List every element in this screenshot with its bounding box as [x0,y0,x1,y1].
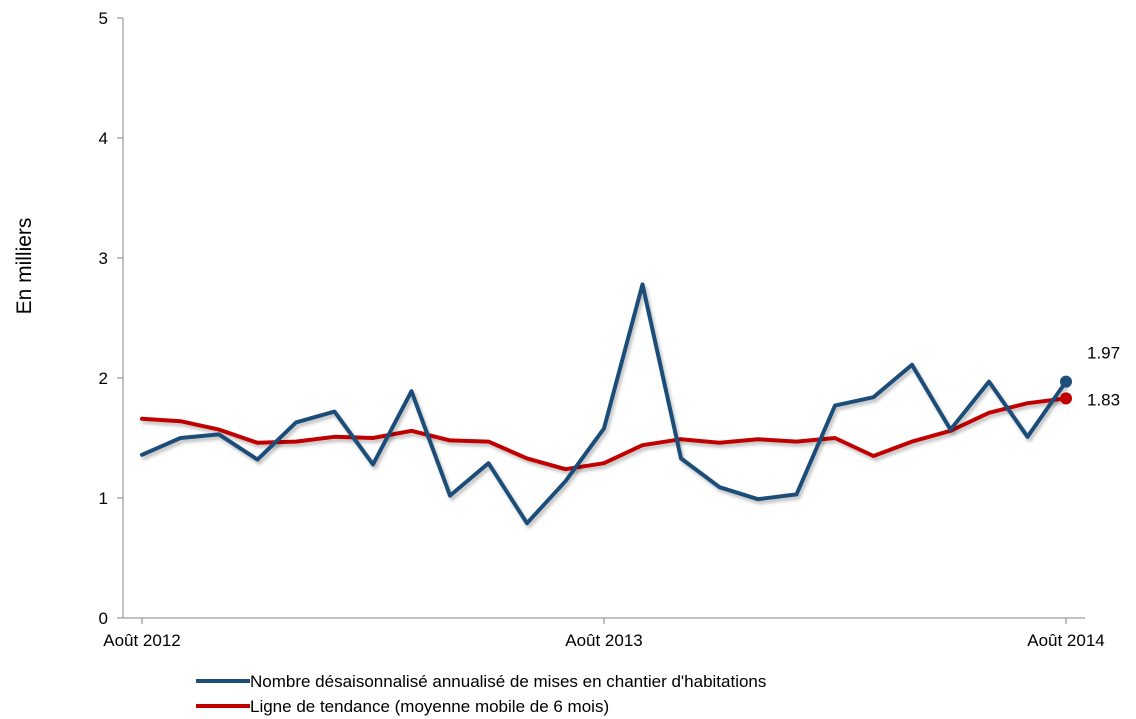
axes [122,18,1085,619]
y-tick-label: 3 [99,249,108,268]
legend: Nombre désaisonnalisé annualisé de mises… [196,672,766,716]
legend-label-1: Nombre désaisonnalisé annualisé de mises… [250,672,766,691]
x-ticks: Août 2012 Août 2013 Août 2014 [103,618,1105,650]
y-tick-label: 0 [99,609,108,628]
y-tick-label: 1 [99,489,108,508]
end-label-series-1: 1.97 [1087,344,1120,363]
series-line-2 [140,396,1068,472]
y-tick-label: 5 [99,9,108,28]
series-line-1 [140,282,1068,526]
x-tick-label: Août 2013 [565,631,643,650]
legend-label-2: Ligne de tendance (moyenne mobile de 6 m… [250,697,609,716]
series-end-marker-1 [1060,375,1072,388]
y-axis-title: En milliers [13,218,36,315]
end-label-series-2: 1.83 [1087,390,1120,409]
series-layer [140,282,1072,526]
x-tick-label: Août 2012 [103,631,181,650]
y-ticks: 0 1 2 3 4 5 [99,9,123,628]
y-tick-label: 2 [99,369,108,388]
end-labels: 1.97 1.83 [1087,344,1120,410]
series-end-marker-2 [1060,392,1072,405]
y-tick-label: 4 [99,129,108,148]
x-tick-label: Août 2014 [1027,631,1105,650]
